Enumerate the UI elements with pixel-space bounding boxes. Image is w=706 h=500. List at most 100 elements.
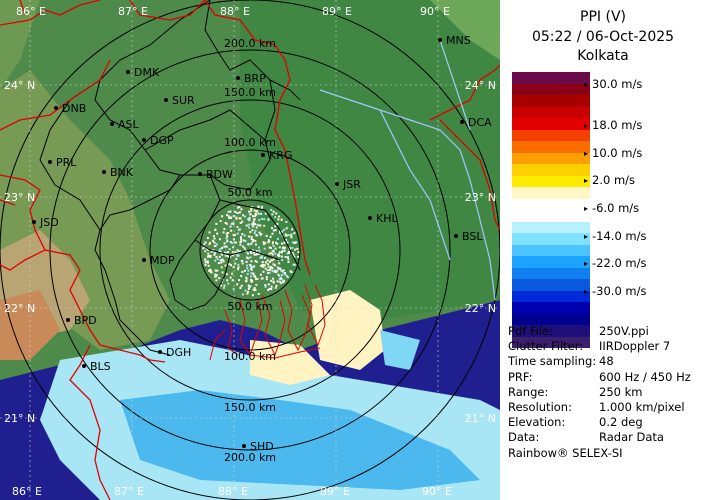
clutter-pixel (266, 259, 269, 262)
clutter-pixel (231, 242, 234, 245)
city-dot (164, 98, 168, 102)
clutter-pixel (245, 250, 248, 253)
city-label: SUR (172, 94, 195, 107)
clutter-pixel (271, 242, 274, 245)
metadata-value: 1.000 km/pixel (599, 399, 685, 414)
clutter-pixel (268, 269, 271, 271)
clutter-pixel (230, 216, 233, 219)
clutter-pixel (207, 264, 210, 267)
clutter-pixel (218, 238, 221, 241)
clutter-pixel (259, 273, 262, 276)
clutter-pixel (276, 280, 279, 283)
radar-echo-mid-blue (120, 390, 480, 490)
clutter-pixel (271, 270, 274, 272)
clutter-pixel (252, 238, 255, 241)
clutter-pixel (208, 231, 211, 234)
clutter-pixel (290, 233, 293, 236)
clutter-pixel (262, 264, 265, 267)
clutter-pixel (213, 241, 216, 244)
clutter-pixel (258, 246, 260, 249)
city-label: DGP (150, 134, 174, 147)
clutter-pixel (218, 250, 221, 253)
city-label: BNK (110, 166, 134, 179)
clutter-pixel (238, 228, 240, 231)
clutter-pixel (229, 225, 232, 228)
clutter-pixel (264, 257, 267, 259)
clutter-pixel (248, 285, 251, 288)
clutter-pixel (237, 263, 240, 266)
lat-label-right-24: 24° N (465, 79, 496, 92)
lon-label-bottom-89: 89° E (320, 485, 350, 498)
clutter-pixel (213, 237, 216, 240)
clutter-pixel (293, 256, 296, 258)
clutter-pixel (243, 234, 246, 237)
clutter-pixel (256, 277, 259, 280)
clutter-pixel (254, 223, 257, 226)
clutter-pixel (293, 242, 296, 244)
clutter-pixel (252, 272, 255, 275)
clutter-pixel (267, 218, 270, 221)
clutter-pixel (292, 254, 295, 257)
clutter-pixel (232, 246, 235, 249)
clutter-pixel (241, 233, 244, 236)
clutter-pixel (279, 276, 282, 279)
clutter-pixel (259, 212, 262, 215)
clutter-pixel (252, 221, 255, 224)
metadata-key: Range: (508, 384, 549, 399)
scale-segment (512, 83, 590, 95)
clutter-pixel (247, 269, 250, 272)
clutter-pixel (207, 252, 210, 255)
clutter-pixel (247, 243, 250, 245)
clutter-pixel (278, 215, 281, 218)
scale-segment (512, 290, 590, 302)
clutter-pixel (225, 237, 228, 240)
clutter-pixel (204, 250, 207, 253)
clutter-pixel (228, 217, 231, 219)
clutter-pixel (291, 228, 294, 231)
range-label-150-bottom: 150.0 km (224, 401, 276, 414)
scale-segment (512, 175, 590, 187)
clutter-pixel (264, 261, 267, 264)
scale-segment (512, 233, 590, 245)
city-dot (82, 364, 86, 368)
clutter-pixel (257, 292, 260, 295)
scale-tick-label: -22.0 m/s (584, 257, 646, 270)
clutter-pixel (261, 261, 264, 263)
clutter-pixel (251, 229, 254, 232)
clutter-pixel (269, 235, 272, 238)
clutter-pixel (237, 254, 240, 257)
clutter-pixel (283, 250, 286, 252)
clutter-pixel (205, 261, 208, 263)
clutter-pixel (258, 224, 261, 227)
clutter-pixel (286, 276, 289, 279)
terrain-highland-nw (0, 0, 40, 90)
clutter-pixel (260, 277, 263, 280)
metadata-key: Elevation: (508, 415, 566, 430)
clutter-pixel (296, 247, 299, 250)
range-label-50-bottom: 50.0 km (227, 300, 272, 313)
metadata-value: IIRDoppler 7 (599, 339, 671, 354)
clutter-pixel (274, 269, 277, 272)
city-dot (335, 182, 339, 186)
clutter-pixel (215, 256, 218, 258)
lon-label-top-88: 88° E (220, 5, 250, 18)
clutter-pixel (247, 287, 250, 290)
clutter-pixel (206, 261, 209, 264)
clutter-pixel (223, 245, 226, 248)
clutter-pixel (287, 234, 290, 237)
clutter-pixel (270, 279, 273, 282)
range-rings (0, 0, 500, 500)
range-ring-150 (99, 99, 401, 401)
clutter-pixel (243, 247, 246, 250)
clutter-pixel (214, 269, 217, 272)
clutter-pixel (254, 229, 257, 232)
clutter-pixel (250, 267, 252, 270)
clutter-pixel (225, 273, 228, 276)
metadata-row: Pdf File: 250V.ppi (508, 324, 691, 339)
clutter-pixel (252, 249, 254, 252)
clutter-pixel (277, 253, 280, 256)
clutter-pixel (255, 226, 258, 229)
lat-label-left-21: 21° N (4, 412, 35, 425)
clutter-pixel (235, 241, 237, 244)
clutter-pixel (255, 283, 258, 286)
